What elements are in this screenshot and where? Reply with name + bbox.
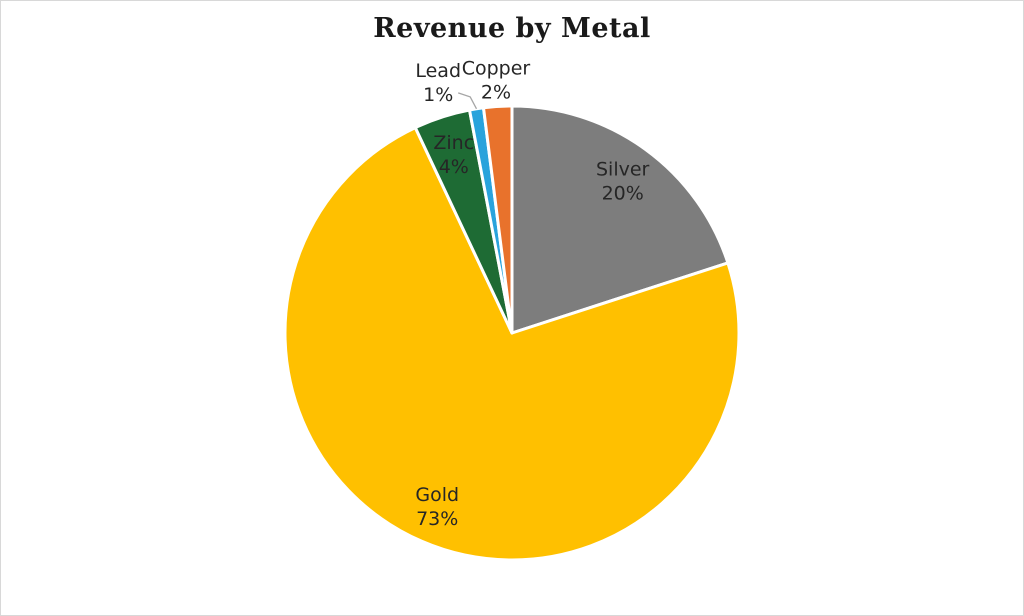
pie-slice-gold <box>283 126 741 562</box>
leader-line-lead <box>457 92 478 110</box>
pie-label-gold: Gold 73% <box>415 484 459 530</box>
pie-label-copper: Copper 2% <box>462 57 531 103</box>
pie-slice-silver <box>510 104 730 335</box>
chart-title: Revenue by Metal <box>373 13 651 44</box>
pie-label-zinc: Zinc 4% <box>433 132 474 178</box>
pie-slice-copper <box>482 104 514 335</box>
pie-label-lead: Lead 1% <box>415 60 461 106</box>
pie-label-silver: Silver 20% <box>596 159 650 205</box>
